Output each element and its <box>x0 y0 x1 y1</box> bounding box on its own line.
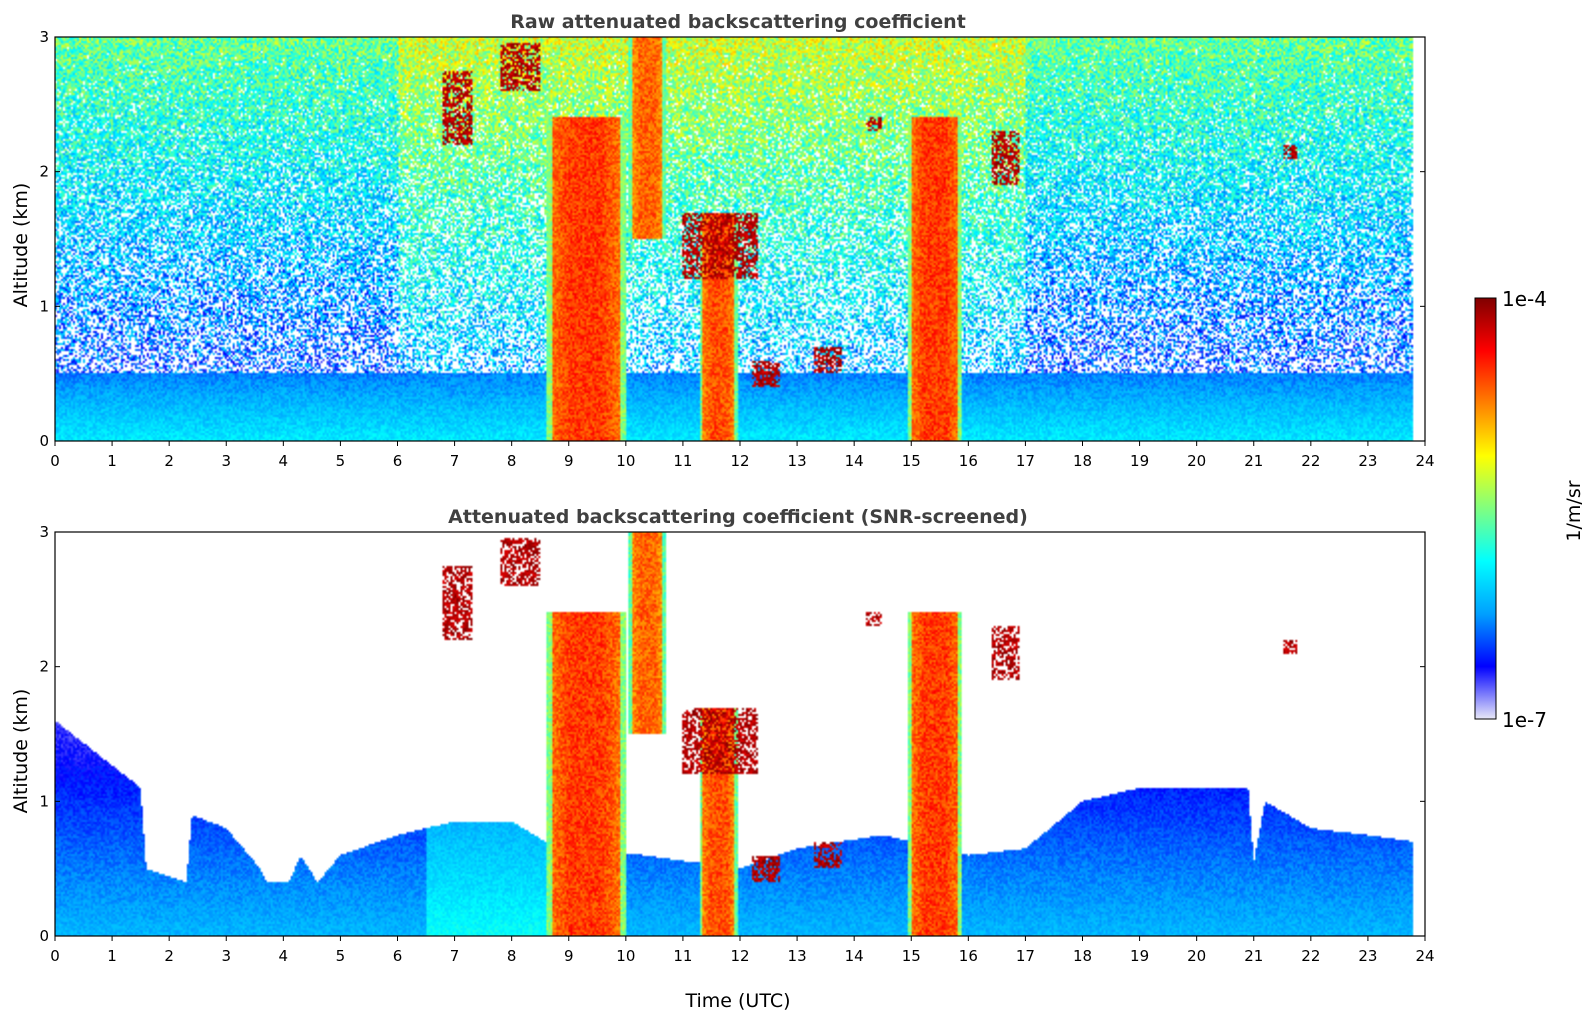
panel-raw-xtick-label: 0 <box>50 452 60 470</box>
panel-screened-plot-area: 0 1 2 3 4 5 6 7 8 9 10 11 12 13 14 15 16 17 18 19 20 21 22 23 24… <box>39 523 1434 965</box>
panel-screened-xtick-label: 1 <box>107 947 117 965</box>
colorbar-unit-label: 1/m/sr <box>1563 480 1585 541</box>
panel-raw-xtick-label: 19 <box>1130 452 1149 470</box>
panel-screened-xtick-label: 2 <box>164 947 174 965</box>
panel-screened-xtick-label: 15 <box>902 947 921 965</box>
colorbar-max-label: 1e-4 <box>1502 287 1547 311</box>
panel-screened-title: Attenuated backscattering coefficient (S… <box>448 506 1028 528</box>
panel-raw-xtick-label: 5 <box>336 452 346 470</box>
panel-raw-xtick-label: 3 <box>221 452 231 470</box>
panel-screened-xtick-label: 16 <box>959 947 978 965</box>
panel-screened-xtick-label: 22 <box>1301 947 1320 965</box>
panel-raw-xtick-label: 10 <box>616 452 635 470</box>
panel-screened-xtick-label: 12 <box>730 947 749 965</box>
panel-raw-ytick-label: 1 <box>39 297 49 315</box>
panel-raw-xtick-label: 21 <box>1244 452 1263 470</box>
panel-screened-xtick-label: 7 <box>450 947 460 965</box>
panel-raw-xtick-label: 17 <box>1016 452 1035 470</box>
colorbar: 1e-4 1e-7 1/m/sr <box>1474 287 1585 732</box>
panel-screened-ytick-label: 0 <box>39 927 49 945</box>
panel-screened-xlabel: Time (UTC) <box>684 990 790 1012</box>
panel-screened: Attenuated backscattering coefficient (S… <box>10 506 1435 1012</box>
panel-raw-xtick-label: 2 <box>164 452 174 470</box>
panel-raw-xtick-label: 15 <box>902 452 921 470</box>
panel-screened-xtick-label: 18 <box>1073 947 1092 965</box>
panel-raw-xtick-label: 8 <box>507 452 517 470</box>
panel-raw-plot-area: 0 1 2 3 4 5 6 7 8 9 10 11 12 13 14 15 16 17 18 19 20 21 22 23 24… <box>39 28 1434 470</box>
panel-raw-xtick-label: 16 <box>959 452 978 470</box>
panel-screened-xtick-label: 11 <box>673 947 692 965</box>
panel-screened-ytick-label: 1 <box>39 792 49 810</box>
panel-raw-xtick-label: 12 <box>730 452 749 470</box>
panel-raw-xtick-label: 7 <box>450 452 460 470</box>
panel-raw-xtick-label: 6 <box>393 452 403 470</box>
panel-screened-ytick-label: 2 <box>39 658 49 676</box>
panel-raw-xtick-label: 9 <box>564 452 574 470</box>
panel-screened-xtick-label: 0 <box>50 947 60 965</box>
panel-screened-xtick-label: 13 <box>788 947 807 965</box>
panel-raw-title: Raw attenuated backscattering coefficien… <box>510 11 966 33</box>
panel-raw-xtick-label: 1 <box>107 452 117 470</box>
panel-raw-ytick-label: 3 <box>39 28 49 46</box>
panel-raw-xtick-label: 14 <box>845 452 864 470</box>
panel-screened-heatmap <box>55 532 1425 936</box>
panel-screened-xtick-label: 23 <box>1358 947 1377 965</box>
panel-screened-xtick-label: 6 <box>393 947 403 965</box>
panel-raw-xtick-label: 23 <box>1358 452 1377 470</box>
panel-raw-ytick-label: 2 <box>39 163 49 181</box>
panel-raw-xtick-label: 11 <box>673 452 692 470</box>
panel-screened-ylabel: Altitude (km) <box>10 689 32 814</box>
panel-screened-xtick-label: 10 <box>616 947 635 965</box>
panel-screened-xtick-label: 3 <box>221 947 231 965</box>
panel-raw-xtick-label: 24 <box>1415 452 1434 470</box>
panel-screened-xtick-label: 4 <box>279 947 289 965</box>
panel-screened-xtick-label: 14 <box>845 947 864 965</box>
panel-raw-ylabel: Altitude (km) <box>10 183 32 308</box>
panel-raw-xtick-label: 22 <box>1301 452 1320 470</box>
panel-screened-xtick-label: 24 <box>1415 947 1434 965</box>
panel-screened-xtick-label: 21 <box>1244 947 1263 965</box>
panel-screened-xtick-label: 17 <box>1016 947 1035 965</box>
panel-raw-xtick-label: 13 <box>788 452 807 470</box>
panel-raw: Raw attenuated backscattering coefficien… <box>10 11 1435 470</box>
colorbar-min-label: 1e-7 <box>1502 708 1547 732</box>
panel-raw-ytick-label: 0 <box>39 432 49 450</box>
panel-screened-xtick-label: 8 <box>507 947 517 965</box>
colorbar-gradient <box>1474 297 1497 720</box>
panel-raw-xtick-label: 4 <box>279 452 289 470</box>
panel-screened-xtick-label: 9 <box>564 947 574 965</box>
panel-screened-xtick-label: 20 <box>1187 947 1206 965</box>
panel-raw-xtick-label: 18 <box>1073 452 1092 470</box>
panel-raw-xtick-label: 20 <box>1187 452 1206 470</box>
panel-screened-ytick-label: 3 <box>39 523 49 541</box>
panel-screened-xtick-label: 5 <box>336 947 346 965</box>
panel-screened-xtick-label: 19 <box>1130 947 1149 965</box>
panel-raw-heatmap <box>55 37 1425 441</box>
